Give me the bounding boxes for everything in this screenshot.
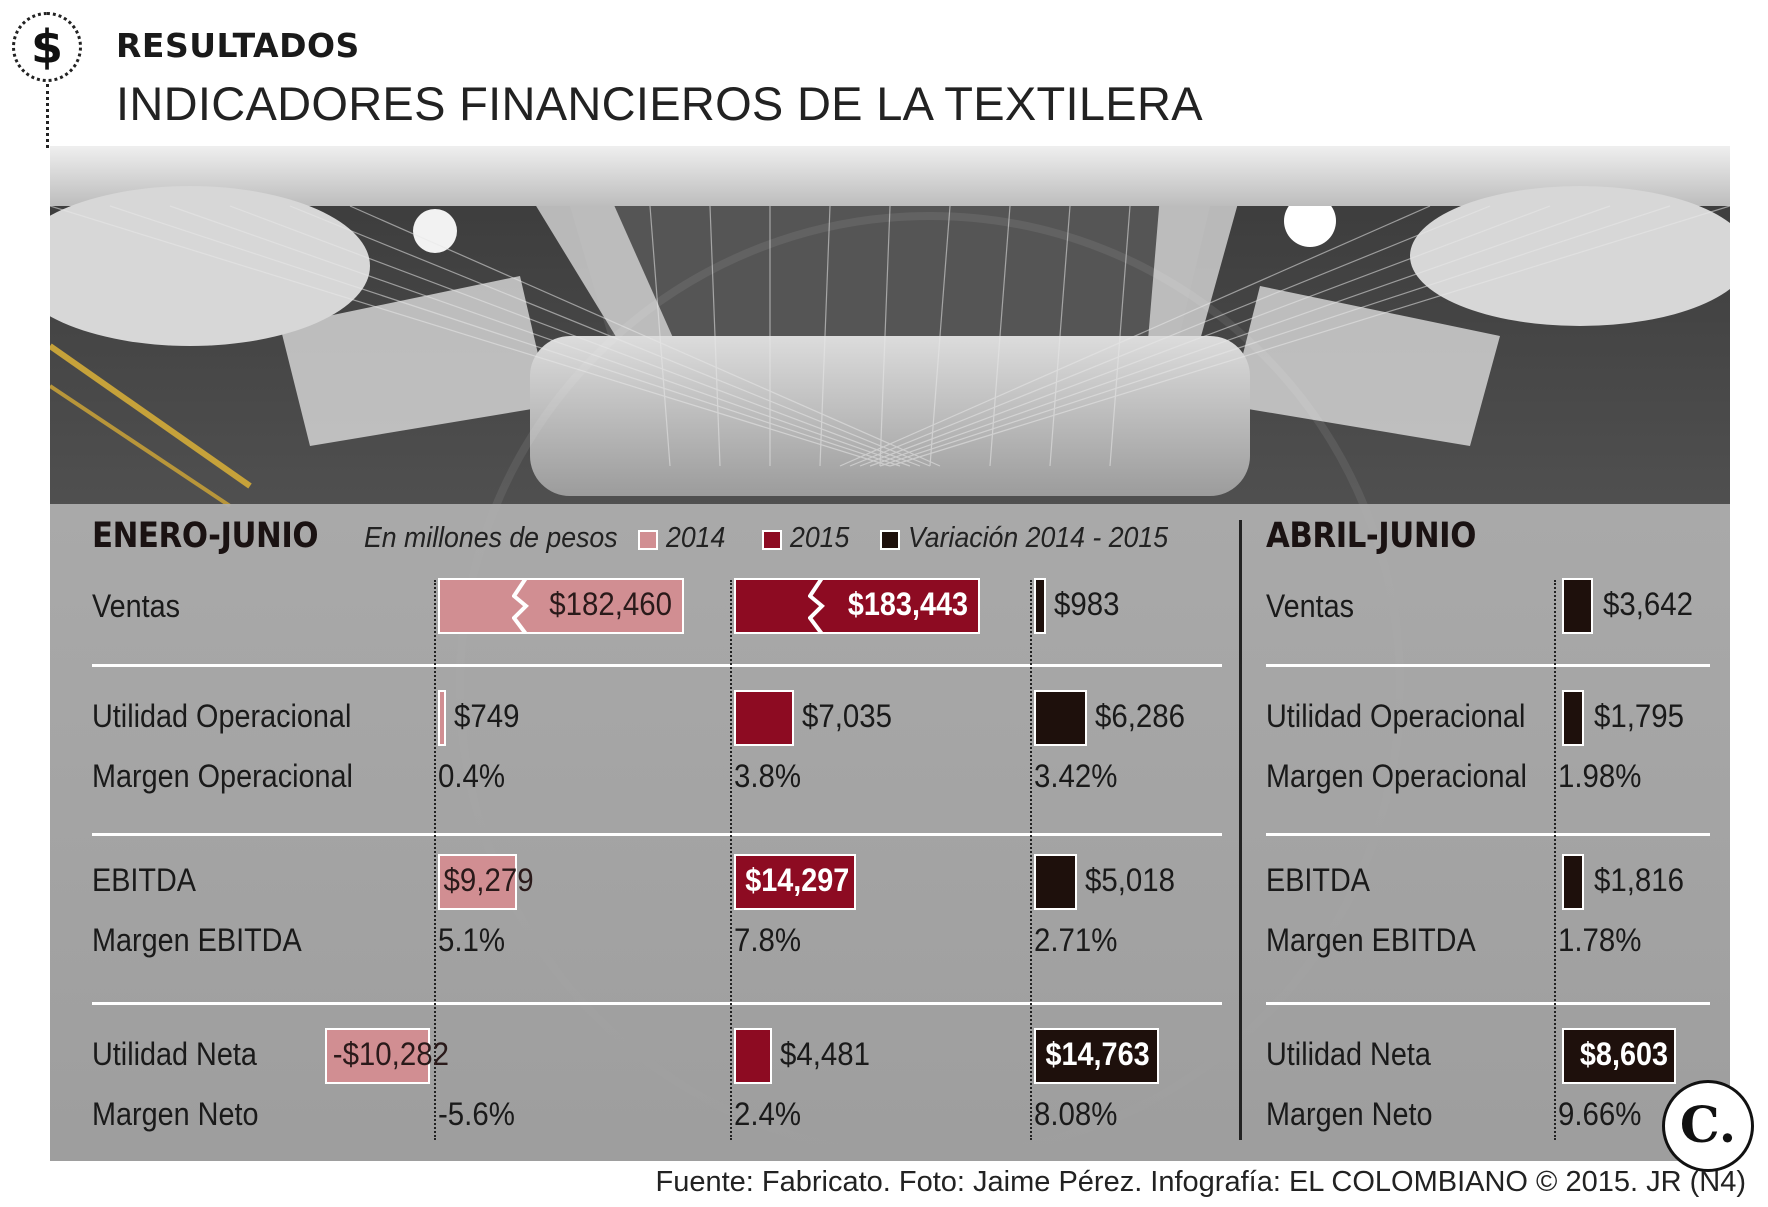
bar-label-2015-3: $4,481 [780,1036,871,1072]
margin-value-2015: 2.4% [734,1096,802,1132]
row-divider [1266,664,1710,667]
column-guide [434,580,436,1140]
row-label-utilidad-operacional-q2: Utilidad Operacional [1266,698,1526,734]
bar-2015-1 [734,690,794,746]
kicker: RESULTADOS [116,26,360,65]
row-label-margen-operacional: Margen Operacional [92,758,353,794]
row-divider [92,664,1222,667]
margin-value-q2: 9.66% [1558,1096,1642,1132]
legend-swatch-variation [880,530,900,550]
bar-variation-1 [1034,690,1087,746]
axis-break-icon [807,576,830,636]
bar-label-2014-ventas: $182,460 [549,586,672,622]
bar-2014-1 [438,690,446,746]
margin-value-q2: 1.78% [1558,922,1642,958]
margin-value-2014: 5.1% [438,922,506,958]
bar-q2-1 [1562,690,1584,746]
row-divider [92,833,1222,836]
bar-label-2015-ventas: $183,443 [847,586,968,622]
column-guide [1030,580,1032,1140]
row-divider [92,1002,1222,1005]
bar-2015-ventas [734,578,980,634]
row-label-margen-ebitda-q2: Margen EBITDA [1266,922,1476,958]
row-label-margen-neto-q2: Margen Neto [1266,1096,1433,1132]
bar-variation-0 [1034,578,1046,634]
source-credit: Fuente: Fabricato. Foto: Jaime Pérez. In… [655,1166,1746,1198]
bar-variation-2 [1034,854,1077,910]
margin-value-2014: -5.6% [438,1096,515,1132]
margin-value-variation: 8.08% [1034,1096,1118,1132]
bar-q2-2 [1562,854,1584,910]
bar-label-variation-3: $14,763 [1045,1036,1150,1072]
bar-variation-3 [1034,1028,1159,1084]
row-label-margen-neto: Margen Neto [92,1096,259,1132]
row-label-ebitda: EBITDA [92,862,197,898]
bar-label-q2-3: $8,603 [1579,1036,1668,1072]
bar-label-variation-1: $6,286 [1095,698,1186,734]
margin-value-2015: 7.8% [734,922,802,958]
units-note: En millones de pesos [364,522,618,554]
section-title-abril-junio: ABRIL-JUNIO [1266,516,1476,556]
bar-q2-3 [1562,1028,1676,1084]
margin-value-2015: 3.8% [734,758,802,794]
bar-label-q2-0: $3,642 [1603,586,1694,622]
bar-label-2014-neta: -$10,282 [332,1036,449,1072]
bar-2015-2 [734,854,856,910]
row-label-ebitda-q2: EBITDA [1266,862,1371,898]
row-label-margen-ebitda: Margen EBITDA [92,922,302,958]
bar-label-variation-2: $5,018 [1085,862,1176,898]
dollar-symbol: $ [30,20,63,74]
bar-label-variation-0: $983 [1054,586,1120,622]
row-label-margen-operacional-q2: Margen Operacional [1266,758,1527,794]
bar-label-q2-2: $1,816 [1594,862,1685,898]
section-separator [1239,520,1242,1140]
bar-label-2015-1: $7,035 [802,698,893,734]
dollar-icon: $ [12,12,82,82]
legend-label-2015: 2015 [790,522,850,554]
bar-label-2015-2: $14,297 [745,862,850,898]
bar-2014-neta [325,1028,430,1084]
column-guide [1554,580,1556,1140]
margin-value-q2: 1.98% [1558,758,1642,794]
legend-swatch-2014 [638,530,658,550]
legend-swatch-2015 [762,530,782,550]
header-connector-line [46,84,49,148]
bar-2014-ventas [438,578,684,634]
bar-2014-2 [438,854,517,910]
row-label-utilidad-neta: Utilidad Neta [92,1036,257,1072]
logo-letter: C. [1680,1095,1736,1154]
bar-2015-3 [734,1028,772,1084]
legend-label-2014: 2014 [666,522,726,554]
margin-value-variation: 2.71% [1034,922,1118,958]
row-label-ventas: Ventas [92,588,181,624]
axis-break-icon [511,576,534,636]
column-guide [730,580,732,1140]
bar-label-2014-1: $749 [454,698,520,734]
bar-label-2014-2: $9,279 [443,862,534,898]
row-label-utilidad-operacional: Utilidad Operacional [92,698,352,734]
row-label-ventas-q2: Ventas [1266,588,1355,624]
page-title: INDICADORES FINANCIEROS DE LA TEXTILERA [116,77,1203,130]
margin-value-variation: 3.42% [1034,758,1118,794]
row-divider [1266,833,1710,836]
legend-label-variation: Variación 2014 - 2015 [908,522,1169,554]
margin-value-2014: 0.4% [438,758,506,794]
bar-q2-0 [1562,578,1593,634]
row-label-utilidad-neta-q2: Utilidad Neta [1266,1036,1431,1072]
bar-label-q2-1: $1,795 [1594,698,1685,734]
el-colombiano-logo-icon: C. [1662,1080,1754,1172]
row-divider [1266,1002,1710,1005]
section-title-enero-junio: ENERO-JUNIO [92,516,319,556]
